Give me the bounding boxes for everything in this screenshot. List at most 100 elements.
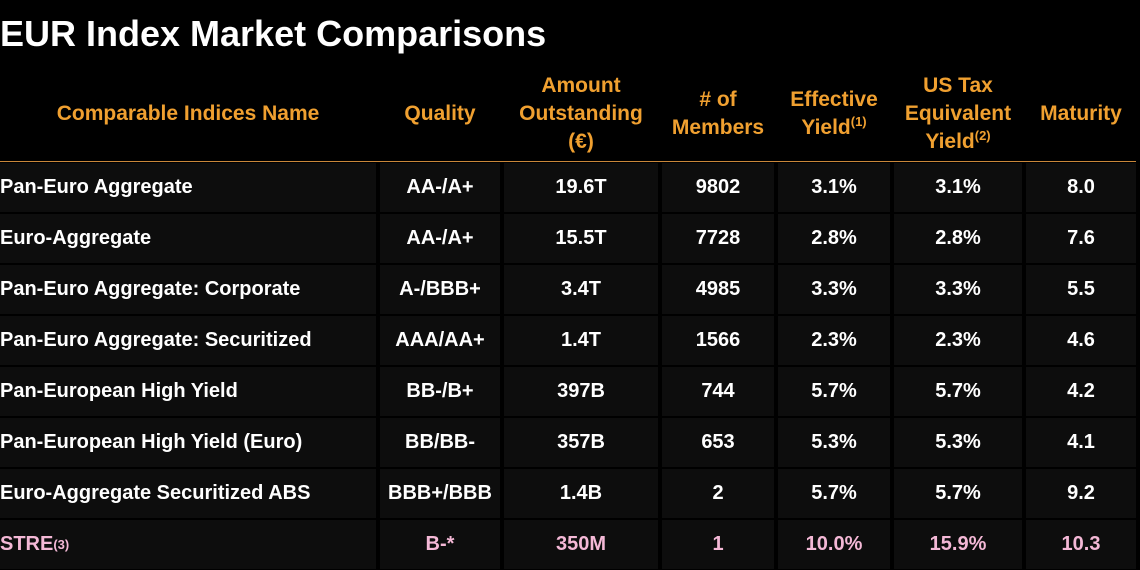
cell-background [380,520,500,569]
header-members: # of Members [662,66,774,162]
cell-background [1026,418,1136,467]
cell-amount-text: 19.6T [555,176,607,198]
cell-tax-text: 3.3% [935,278,981,300]
cell-background [504,367,658,416]
cell-maturity-text: 5.5 [1067,278,1095,300]
cell-members: 2 [662,469,774,518]
table-header: Comparable Indices Name Quality Amount O… [0,66,1140,162]
header-yield-line2: Yield(1) [790,114,878,142]
header-members-line2: Members [671,116,765,139]
header-yield-footnote: (1) [850,114,867,129]
cell-maturity: 10.3 [1026,520,1136,569]
cell-maturity-text: 4.1 [1067,431,1095,453]
cell-maturity-text: 9.2 [1067,482,1095,504]
cell-tax: 5.3% [894,418,1022,467]
cell-tax-text: 15.9% [929,533,987,555]
header-amount-line1: Amount [541,74,621,97]
header-quality: Quality [380,66,500,162]
cell-quality: A-/BBB+ [380,265,500,314]
cell-maturity-text: 4.6 [1067,329,1095,351]
cell-background [662,214,774,263]
cell-name-text: Pan-Euro Aggregate [0,176,193,198]
table-row: Pan-Euro Aggregate: Securitized AAA/AA+ 1.… [0,315,1136,366]
header-tax-word: Yield [925,130,975,153]
cell-quality: AAA/AA+ [380,316,500,365]
cell-quality: BB-/B+ [380,367,500,416]
cell-background [662,316,774,365]
cell-tax: 5.7% [894,367,1022,416]
cell-yield: 5.7% [778,469,890,518]
cell-quality: AA-/A+ [380,214,500,263]
cell-maturity-text: 8.0 [1067,176,1095,198]
cell-quality-text: AA-/A+ [406,227,474,249]
cell-background [778,520,890,569]
cell-yield: 3.3% [778,265,890,314]
cell-tax: 2.3% [894,316,1022,365]
cell-name: Euro-Aggregate Securitized ABS [0,469,376,518]
cell-background [894,265,1022,314]
cell-background [0,469,376,518]
cell-name: Pan-Euro Aggregate: Securitized [0,316,376,365]
cell-tax: 5.7% [894,469,1022,518]
cell-background [778,469,890,518]
cell-background [0,265,376,314]
header-tax-line2: Equivalent [904,102,1012,125]
cell-members-text: 1566 [695,329,741,351]
cell-background [778,214,890,263]
cell-background [504,163,658,212]
cell-tax: 15.9% [894,520,1022,569]
cell-background [380,418,500,467]
cell-maturity: 4.2 [1026,367,1136,416]
cell-tax-text: 5.7% [935,482,981,504]
cell-maturity-text: 7.6 [1067,227,1095,249]
header-tax: US Tax Equivalent Yield(2) [894,66,1022,162]
cell-quality-text: AA-/A+ [406,176,474,198]
cell-background [1026,214,1136,263]
cell-background [1026,367,1136,416]
cell-members-text: 744 [701,380,735,402]
cell-maturity: 4.1 [1026,418,1136,467]
cell-background [662,469,774,518]
cell-quality: AA-/A+ [380,163,500,212]
cell-background [778,316,890,365]
cell-background [504,520,658,569]
cell-amount-text: 15.5T [555,227,607,249]
cell-background [0,214,376,263]
cell-maturity: 4.6 [1026,316,1136,365]
cell-background [662,418,774,467]
table-row: Pan-European High Yield (Euro) BB/BB- 357B… [0,417,1136,468]
cell-background [778,418,890,467]
table-row: Pan-Euro Aggregate AA-/A+ 19.6T 9802 3.1% 3.1… [0,162,1136,213]
cell-members: 4985 [662,265,774,314]
cell-amount: 357B [504,418,658,467]
cell-name-text: STRE [0,533,54,555]
cell-quality-text: BB-/B+ [406,380,474,402]
cell-maturity: 5.5 [1026,265,1136,314]
cell-yield-text: 2.8% [811,227,857,249]
header-divider [0,161,1136,162]
header-name: Comparable Indices Name [0,66,376,162]
cell-members: 744 [662,367,774,416]
cell-members: 7728 [662,214,774,263]
cell-background [894,418,1022,467]
cell-name: Pan-Euro Aggregate [0,163,376,212]
cell-yield-text: 10.0% [805,533,863,555]
cell-background [0,367,376,416]
cell-amount: 350M [504,520,658,569]
cell-amount: 397B [504,367,658,416]
cell-background [504,316,658,365]
cell-background [894,469,1022,518]
cell-name: STRE (3) [0,533,70,555]
cell-background [380,265,500,314]
cell-name-text: Pan-European High Yield (Euro) [0,431,303,453]
cell-members: 653 [662,418,774,467]
cell-background [1026,520,1136,569]
cell-name: Euro-Aggregate [0,214,376,263]
cell-amount-text: 3.4T [560,278,602,300]
cell-quality-text: A-/BBB+ [399,278,481,300]
cell-members-text: 4985 [695,278,741,300]
header-tax-line3: Yield(2) [905,128,1011,156]
cell-yield-text: 2.3% [811,329,857,351]
cell-background [0,520,376,569]
cell-name-text: Pan-European High Yield [0,380,238,402]
